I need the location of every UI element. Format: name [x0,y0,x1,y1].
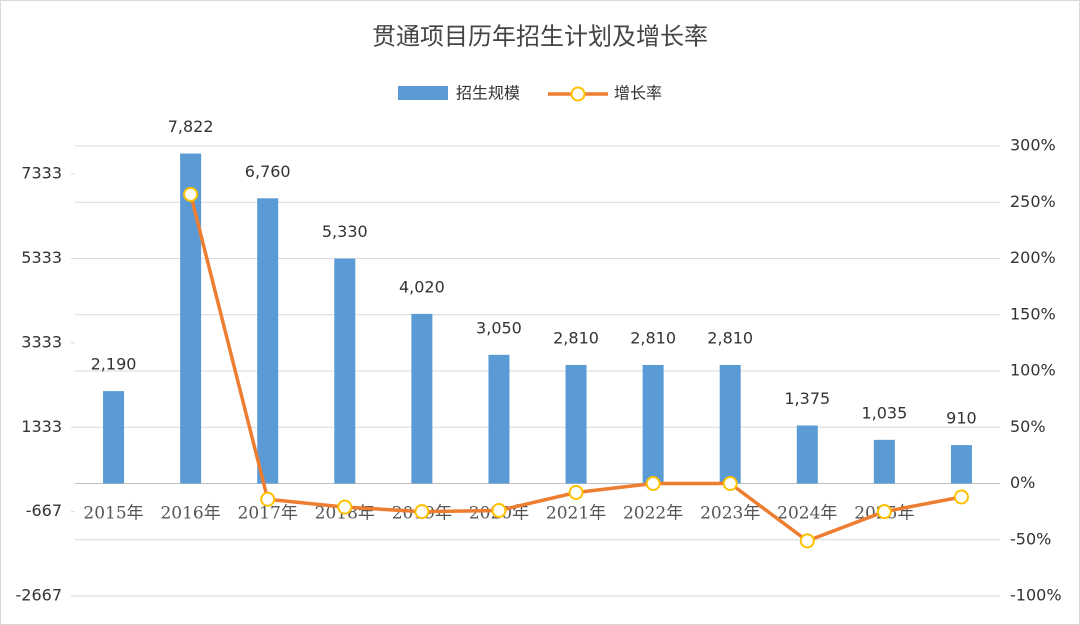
bar [411,313,433,484]
bar [334,258,356,484]
x-tick-label: 2016年 [160,504,220,524]
growth-point [799,533,815,549]
y2-tick-label: 50% [1010,417,1046,436]
legend-label: 增长率 [614,84,662,103]
bar [565,364,587,484]
bar [642,364,664,484]
y-tick-label: -667 [26,501,62,520]
bar [257,198,279,484]
y-tick-label: 3333 [21,332,62,351]
y2-tick-label: 100% [1010,361,1056,380]
data-label: 2,810 [553,328,599,347]
data-label: 1,375 [784,389,830,408]
data-label: 3,050 [476,318,522,337]
data-label: 5,330 [322,222,368,241]
data-label: 4,020 [399,277,445,296]
x-tick-label: 2015年 [83,504,143,524]
data-label: 1,035 [861,403,907,422]
growth-point [260,491,276,507]
legend-swatch [570,86,586,102]
growth-point [568,485,584,500]
y2-tick-label: 300% [1010,136,1056,155]
bar [180,153,202,484]
y2-tick-label: 0% [1010,473,1035,492]
growth-point [953,489,969,505]
bar [873,439,895,484]
growth-point [337,499,353,515]
y2-tick-label: -100% [1010,586,1062,605]
data-label: 910 [946,409,977,428]
growth-point [645,476,661,491]
legend-label: 招生规模 [456,84,520,103]
legend-swatch [398,86,448,100]
bar [950,445,972,484]
data-label: 7,822 [168,117,214,136]
y-tick-label: 1333 [21,417,62,436]
data-label: 2,810 [630,328,676,347]
x-tick-label: 2017年 [238,504,298,524]
x-tick-label: 2021年 [546,504,606,524]
data-label: 2,810 [707,328,753,347]
y-tick-label: -2667 [16,586,63,605]
bar [103,391,125,484]
y2-tick-label: 250% [1010,192,1056,211]
data-label: 6,760 [245,162,291,181]
bar [719,364,741,484]
growth-point [491,503,507,518]
data-label: 2,190 [91,355,137,374]
growth-point [722,476,738,491]
y2-tick-label: 150% [1010,304,1056,323]
growth-point [414,504,430,520]
y2-tick-label: -50% [1010,529,1051,548]
x-tick-label: 2023年 [700,504,760,524]
x-tick-label: 2024年 [777,504,837,524]
bar [796,425,818,484]
y2-tick-label: 200% [1010,248,1056,267]
x-tick-label: 2022年 [623,504,683,524]
y-tick-label: 7333 [21,164,62,183]
growth-point [876,504,892,520]
y-tick-label: 5333 [21,248,62,267]
bar [488,354,510,484]
chart-title: 贯通项目历年招生计划及增长率 [372,23,708,51]
growth-point [183,186,199,202]
